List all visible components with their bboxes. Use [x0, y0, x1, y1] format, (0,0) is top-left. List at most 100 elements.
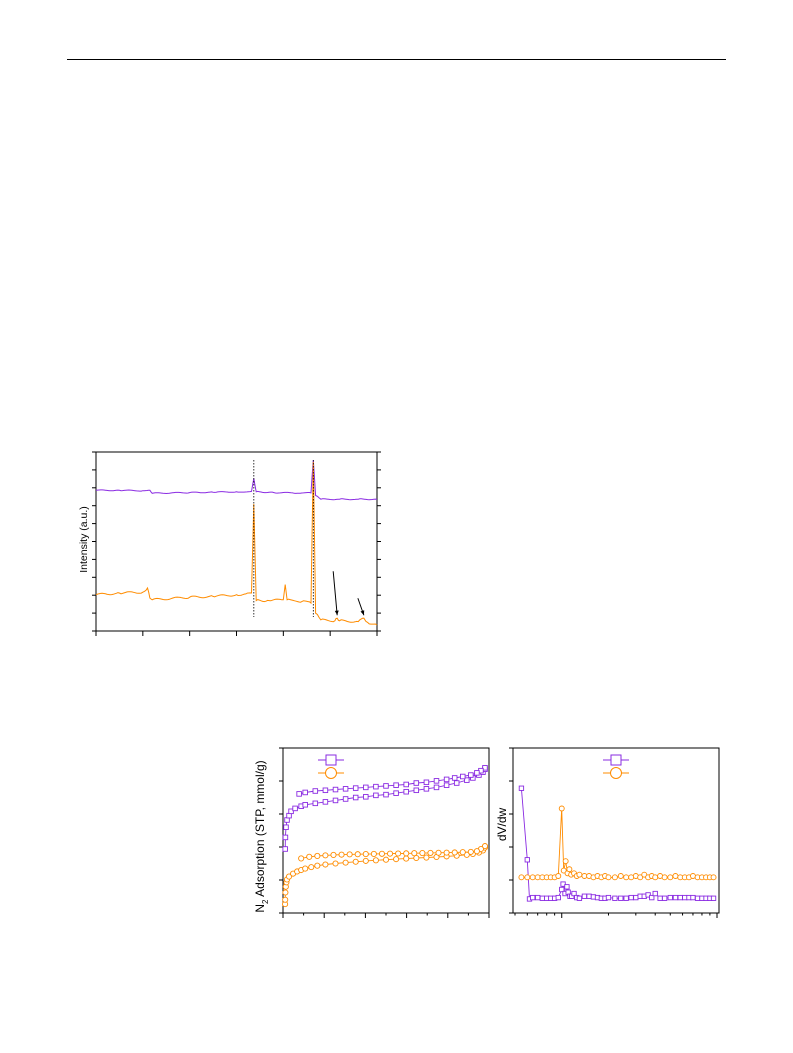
iso-purple-point [474, 770, 480, 776]
psd-purple-point [710, 895, 717, 901]
iso-orange-point [362, 851, 369, 858]
iso-orange-point [322, 852, 329, 859]
iso-orange-point [473, 848, 480, 855]
iso-purple-point [433, 784, 440, 791]
iso-purple-point [393, 782, 399, 788]
legend-marker-purple [610, 754, 622, 766]
iso-orange-point [298, 855, 305, 862]
iso-purple-point [373, 792, 379, 799]
iso-purple-point [443, 782, 450, 788]
psd-frame [512, 747, 720, 914]
psd-purple-point [605, 894, 612, 901]
iso-orange-point [282, 896, 289, 903]
iso-purple-point [433, 778, 440, 784]
psd-orange-point [652, 874, 659, 881]
psd-purple-point [524, 857, 530, 863]
iso-purple-point [403, 788, 409, 795]
iso-orange-point [332, 860, 339, 867]
psd-purple-point [530, 894, 536, 901]
iso-purple-point [460, 773, 466, 780]
psd-orange-point [710, 874, 717, 881]
iso-orange-point [403, 850, 410, 857]
psd-purple-point [576, 895, 583, 901]
iso-purple-point [296, 791, 302, 797]
psd-orange-point [605, 874, 612, 881]
iso-orange-point [352, 858, 359, 865]
iso-purple-point [332, 797, 339, 804]
iso-orange-point [427, 849, 434, 856]
psd-purple-point [628, 894, 634, 901]
psd-purple-point [618, 895, 624, 901]
iso-purple-point [423, 779, 430, 786]
psd-purple-point [677, 894, 683, 901]
iso-purple-point [332, 786, 339, 793]
iso-orange-point [393, 856, 400, 863]
iso-purple-point [464, 777, 470, 783]
legend-marker-purple [325, 754, 337, 766]
iso-orange-point [346, 851, 353, 858]
iso-purple-point [322, 787, 329, 794]
psd-purple-point [581, 893, 588, 899]
psd-orange-point [566, 866, 573, 873]
iso-purple-point [413, 787, 420, 794]
psd-purple-point [555, 894, 561, 901]
iso-orange-point [403, 855, 410, 862]
iso-orange-point [451, 849, 458, 856]
iso-orange-point [382, 856, 390, 863]
iso-orange-point [314, 862, 321, 869]
iso-purple-point [352, 794, 359, 801]
iso-purple-point [292, 805, 298, 812]
iso-purple-point [383, 791, 389, 798]
xrd-series-purple [95, 459, 378, 501]
iso-y-label-main: N [253, 904, 267, 913]
psd-purple-point [652, 890, 658, 897]
iso-orange-point [306, 853, 313, 860]
iso-orange-point [338, 851, 345, 858]
page-header-rule [67, 59, 726, 60]
iso-purple-point [468, 772, 474, 778]
psd-y-axis-label: dV/dw [495, 807, 509, 841]
psd-purple-point [564, 884, 570, 890]
psd-purple-point [539, 895, 545, 901]
iso-purple-point [403, 781, 409, 788]
iso-orange-point [302, 865, 309, 872]
psd-purple-point [612, 895, 618, 901]
iso-purple-desorption-line [298, 767, 486, 795]
psd-orange-point [576, 871, 583, 878]
legend-marker-orange [325, 767, 337, 779]
iso-orange-point [423, 854, 430, 861]
psd-purple-point [535, 894, 541, 901]
iso-orange-point [285, 873, 293, 880]
iso-purple-point [363, 794, 369, 800]
iso-purple-point [322, 799, 329, 805]
iso-purple-point [443, 776, 450, 783]
xrd-arrow-line [332, 571, 338, 616]
psd-orange-point [611, 874, 618, 881]
iso-orange-point [467, 848, 474, 855]
iso-purple-point [342, 796, 349, 802]
psd-orange-line [521, 808, 714, 878]
psd-purple-point [649, 894, 655, 901]
isotherm-chart: N2 Adsorption (STP, mmol/g) [253, 747, 490, 918]
iso-orange-point [378, 850, 386, 857]
iso-orange-point [386, 850, 394, 857]
psd-orange-point [524, 874, 531, 881]
psd-purple-point [623, 895, 629, 901]
psd-purple-line [520, 788, 714, 900]
iso-orange-point [330, 851, 337, 858]
iso-purple-point [288, 808, 294, 815]
iso-orange-point [372, 857, 379, 864]
iso-orange-point [411, 850, 418, 857]
psd-orange-point [617, 873, 624, 879]
iso-purple-point [302, 789, 308, 796]
psd-purple-point [661, 895, 668, 901]
iso-orange-point [308, 864, 315, 871]
iso-frame [282, 747, 490, 914]
psd-orange-point [562, 858, 569, 865]
iso-orange-point [282, 889, 289, 896]
psd-orange-point [637, 874, 644, 881]
psd-orange-point [661, 874, 668, 881]
iso-y-label-sub: 2 [261, 899, 270, 904]
psd-purple-point [690, 894, 696, 901]
iso-orange-point [443, 849, 450, 856]
